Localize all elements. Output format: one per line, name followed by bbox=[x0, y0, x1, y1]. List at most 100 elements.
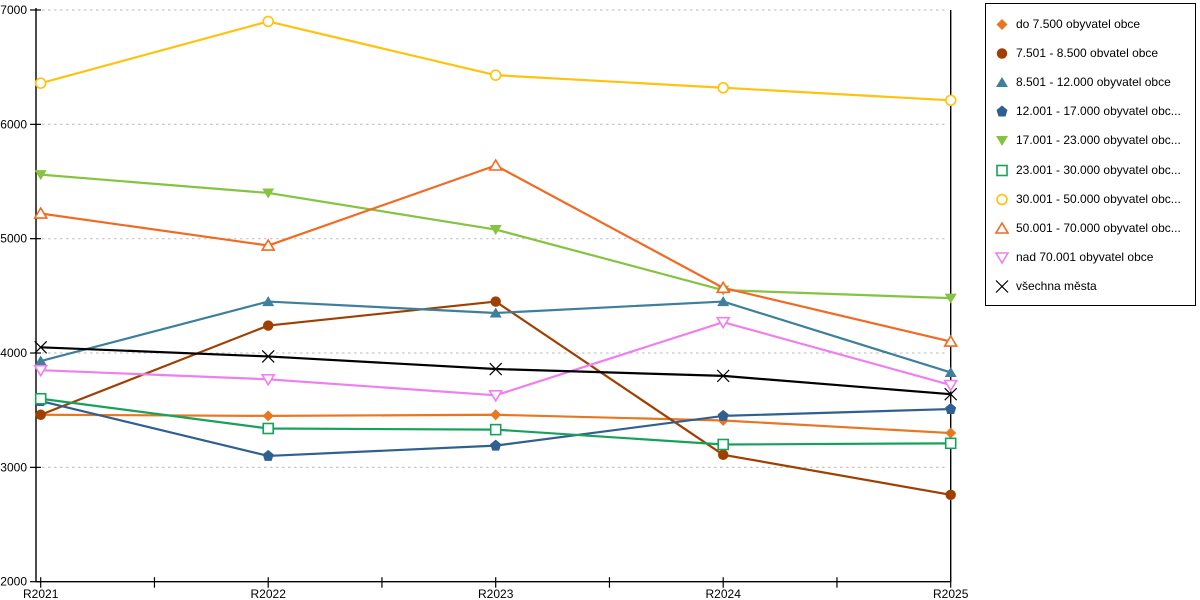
legend-item-label: 17.001 - 23.000 obyvatel obc... bbox=[1016, 133, 1181, 148]
triangle-up-filled-marker bbox=[262, 296, 275, 307]
triangle-down-filled-icon bbox=[996, 136, 1008, 147]
circle-filled-marker bbox=[262, 320, 274, 331]
circle-hollow-marker bbox=[34, 77, 47, 89]
pentagon-filled-marker bbox=[490, 439, 502, 451]
triangle-up-hollow-marker bbox=[943, 334, 959, 347]
triangle-down-hollow-marker bbox=[260, 374, 276, 387]
legend-item-label: 8.501 - 12.000 obyvatel obce bbox=[1016, 74, 1171, 89]
square-hollow-marker bbox=[996, 164, 1008, 176]
triangle-down-filled-marker bbox=[262, 188, 275, 199]
series-markers-9 bbox=[34, 340, 958, 401]
triangle-up-hollow-marker bbox=[715, 280, 731, 294]
x-cross-marker bbox=[944, 387, 958, 401]
triangle-down-hollow-marker bbox=[488, 390, 504, 403]
pentagon-filled-marker bbox=[262, 449, 274, 461]
y-tick-label: 3000 bbox=[0, 460, 27, 474]
legend-item-label: 50.001 - 70.000 obyvatel obc... bbox=[1016, 220, 1181, 235]
triangle-down-hollow-icon bbox=[994, 252, 1010, 265]
square-hollow-marker bbox=[944, 437, 957, 450]
triangle-down-filled-marker bbox=[34, 170, 47, 181]
circle-filled-marker bbox=[490, 296, 501, 307]
circle-hollow-icon bbox=[996, 193, 1008, 205]
circle-hollow-marker bbox=[944, 94, 957, 107]
x-cross-marker bbox=[261, 350, 275, 363]
square-hollow-icon bbox=[996, 164, 1008, 176]
series-markers-7 bbox=[33, 158, 959, 347]
x-cross-marker bbox=[489, 362, 503, 376]
pentagon-filled-marker bbox=[717, 409, 729, 421]
square-hollow-marker bbox=[489, 423, 502, 436]
diamond-filled-marker bbox=[945, 427, 957, 439]
triangle-up-filled-marker bbox=[489, 307, 502, 318]
legend-item: 12.001 - 17.000 obyvatel obc... bbox=[994, 97, 1193, 126]
legend-item: 30.001 - 50.000 obyvatel obc... bbox=[994, 184, 1193, 213]
triangle-down-hollow-marker bbox=[715, 316, 731, 330]
triangle-down-hollow-marker bbox=[33, 364, 49, 378]
series-markers-8 bbox=[33, 316, 959, 403]
circle-filled-marker bbox=[35, 409, 46, 420]
square-hollow-marker bbox=[34, 392, 47, 405]
triangle-up-hollow-marker bbox=[260, 238, 276, 251]
series-line-5 bbox=[39, 397, 952, 446]
y-tick-label: 7000 bbox=[0, 3, 27, 17]
x-tick-label: R2021 bbox=[23, 587, 59, 600]
series-markers-5 bbox=[34, 392, 957, 451]
legend-item-label: do 7.500 obyvatel obce bbox=[1016, 16, 1141, 31]
triangle-up-hollow-icon bbox=[994, 221, 1010, 234]
series-markers-6 bbox=[34, 15, 957, 107]
series-line-8 bbox=[39, 321, 952, 397]
triangle-up-filled-marker bbox=[944, 366, 957, 377]
triangle-down-filled-marker bbox=[489, 225, 502, 236]
diamond-filled-marker bbox=[490, 409, 502, 421]
square-hollow-marker bbox=[717, 438, 730, 451]
triangle-down-hollow-marker bbox=[994, 252, 1010, 265]
series-markers-2 bbox=[34, 296, 957, 377]
triangle-up-filled-icon bbox=[996, 76, 1008, 87]
x-tick-label: R2023 bbox=[478, 587, 514, 600]
triangle-up-filled-marker bbox=[996, 76, 1008, 87]
circle-filled-marker bbox=[717, 449, 729, 461]
y-tick-label: 2000 bbox=[0, 575, 27, 589]
series-markers-1 bbox=[35, 296, 956, 501]
x-tick-label: R2022 bbox=[251, 587, 287, 600]
triangle-up-hollow-marker bbox=[488, 158, 504, 171]
legend-item: 23.001 - 30.000 obyvatel obc... bbox=[994, 155, 1193, 184]
legend-item: 8.501 - 12.000 obyvatel obce bbox=[994, 67, 1193, 96]
legend-item-label: 23.001 - 30.000 obyvatel obc... bbox=[1016, 162, 1181, 177]
legend-item: nad 70.001 obyvatel obce bbox=[994, 243, 1193, 272]
diamond-filled-marker bbox=[262, 410, 274, 422]
x-cross-marker bbox=[716, 369, 730, 383]
series-line-4 bbox=[39, 173, 952, 300]
triangle-down-filled-marker bbox=[996, 136, 1008, 147]
triangle-down-hollow-marker bbox=[943, 379, 959, 393]
circle-hollow-marker bbox=[489, 69, 502, 81]
y-tick-label: 5000 bbox=[0, 232, 27, 246]
legend-item-label: 7.501 - 8.500 obvatel obce bbox=[1016, 45, 1159, 60]
x-cross-marker bbox=[34, 340, 48, 354]
x-tick-label: R2025 bbox=[933, 587, 969, 600]
legend-item: 50.001 - 70.000 obyvatel obc... bbox=[994, 213, 1193, 242]
pentagon-filled-marker bbox=[945, 403, 957, 415]
series-markers-4 bbox=[34, 170, 957, 304]
pentagon-filled-icon bbox=[996, 105, 1008, 117]
circle-filled-marker bbox=[996, 48, 1008, 59]
legend: do 7.500 obyvatel obce 7.501 - 8.500 obva… bbox=[985, 3, 1196, 306]
legend-item-label: 12.001 - 17.000 obyvatel obc... bbox=[1016, 104, 1181, 119]
x-cross-marker bbox=[995, 280, 1009, 294]
triangle-up-filled-marker bbox=[34, 355, 47, 366]
series-line-6 bbox=[39, 20, 952, 102]
diamond-filled-icon bbox=[996, 18, 1008, 30]
y-tick-label: 4000 bbox=[0, 346, 27, 360]
y-tick-label: 6000 bbox=[0, 117, 27, 131]
legend-item: 17.001 - 23.000 obyvatel obc... bbox=[994, 126, 1193, 155]
x-cross-icon bbox=[995, 280, 1009, 294]
legend-item-label: 30.001 - 50.000 obyvatel obc... bbox=[1016, 191, 1181, 206]
legend-item: 7.501 - 8.500 obvatel obce bbox=[994, 38, 1193, 67]
triangle-up-filled-marker bbox=[717, 296, 730, 307]
triangle-up-hollow-marker bbox=[33, 206, 49, 219]
diamond-filled-marker bbox=[996, 18, 1008, 30]
square-hollow-marker bbox=[262, 422, 275, 435]
circle-hollow-marker bbox=[996, 193, 1008, 205]
